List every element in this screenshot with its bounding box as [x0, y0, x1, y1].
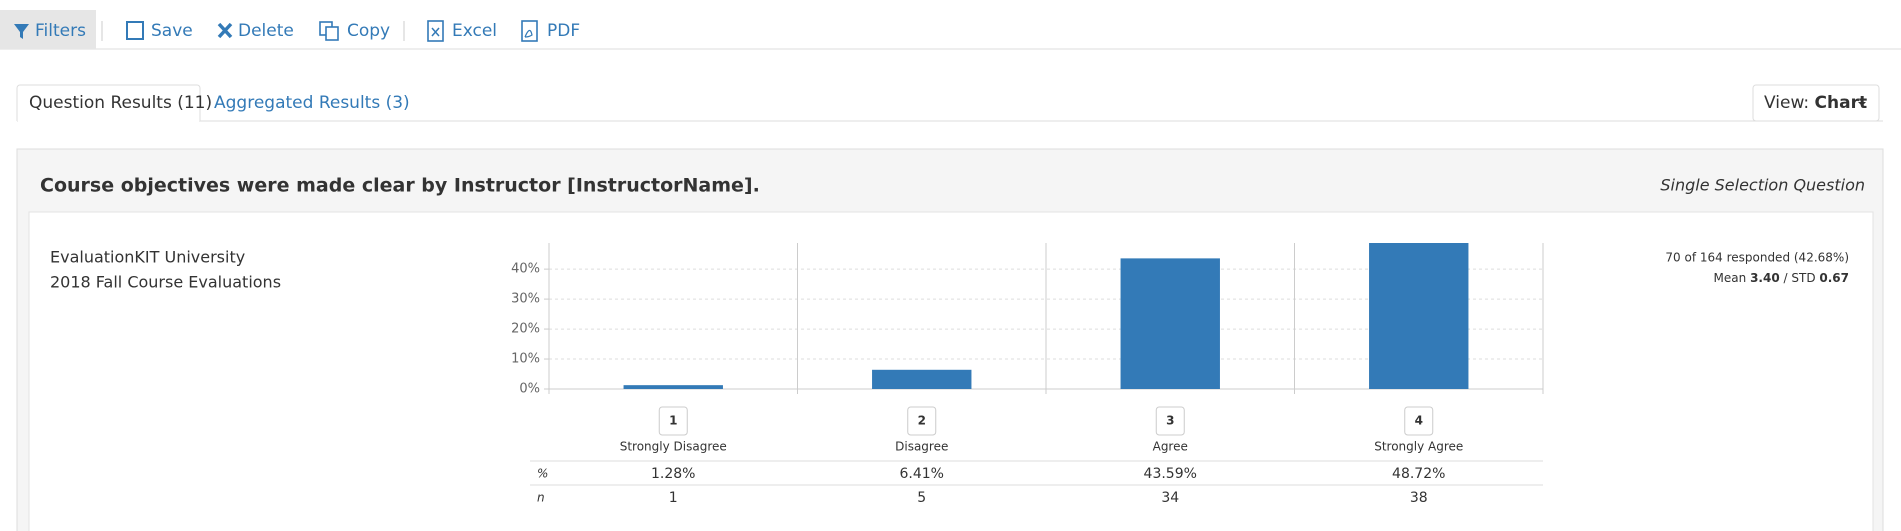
tab-label[interactable]: Question Results (11): [29, 93, 212, 113]
count-cell: 38: [1410, 490, 1428, 506]
pdf-icon: [521, 20, 538, 42]
bar: [1369, 243, 1469, 389]
percent-cell: 6.41%: [900, 466, 944, 482]
org-line: 2018 Fall Course Evaluations: [50, 273, 281, 292]
y-tick-label: 0%: [519, 382, 540, 397]
category-code: 3: [1166, 414, 1174, 428]
std: 0.67: [1819, 271, 1849, 285]
percent-cell: 43.59%: [1144, 466, 1197, 482]
y-tick-label: 20%: [511, 322, 540, 337]
x-tick-label: Disagree: [895, 440, 948, 454]
excel-button[interactable]: Excel: [452, 21, 497, 41]
category-code-box: [907, 406, 937, 436]
y-tick-label: 40%: [511, 262, 540, 277]
category-code-box: [1155, 406, 1185, 436]
category-code-box: [1404, 406, 1434, 436]
row-label: %: [537, 467, 548, 481]
std-label: / STD: [1784, 271, 1816, 285]
row-label: n: [537, 491, 545, 505]
filters-button[interactable]: [0, 10, 96, 49]
view-value: Chart: [1815, 93, 1868, 113]
excel-icon: [431, 27, 440, 37]
x-tick-label: Agree: [1153, 440, 1188, 454]
caret: [1858, 102, 1866, 106]
question-title: Course objectives were made clear by Ins…: [40, 175, 760, 197]
chart: 0% 10% 20% 30% 40%% n 1 Strongly Disagree 1.28% 1…: [511, 243, 1544, 506]
category-code: 2: [918, 414, 926, 428]
question-type: Single Selection Question: [1660, 176, 1865, 195]
category-code-box: [658, 406, 688, 436]
view-label[interactable]: View: Chart: [1764, 93, 1867, 113]
pdf-icon: [524, 29, 533, 38]
save-icon: [126, 21, 144, 40]
count-cell: 34: [1161, 490, 1179, 506]
response-count: 70 of 164 responded (42.68%): [1665, 251, 1849, 265]
delete-button[interactable]: Delete: [238, 21, 294, 41]
x-tick-label: Strongly Disagree: [620, 440, 727, 454]
pdf-button[interactable]: PDF: [547, 21, 580, 41]
toolbar: [0, 0, 1901, 49]
count-cell: 5: [917, 490, 926, 506]
delete-icon: [217, 22, 233, 39]
mean-std: Mean 3.40 / STD 0.67: [1714, 271, 1849, 285]
copy-icon: [325, 26, 339, 41]
category-code: 1: [669, 414, 677, 428]
bar: [623, 385, 723, 389]
save-button[interactable]: Save: [151, 21, 193, 41]
bar: [1120, 258, 1220, 389]
excel-icon: [427, 20, 444, 42]
mean-label: Mean: [1714, 271, 1747, 285]
view-button[interactable]: [1752, 84, 1880, 122]
percent-cell: 48.72%: [1392, 466, 1445, 482]
tab-label[interactable]: Aggregated Results (3): [214, 93, 410, 113]
view-label: View:: [1764, 93, 1809, 113]
copy-button[interactable]: Copy: [347, 21, 390, 41]
filter-icon: [14, 24, 29, 39]
count-cell: 1: [669, 490, 678, 506]
y-tick-label: 30%: [511, 292, 540, 307]
percent-cell: 1.28%: [651, 466, 695, 482]
mean: 3.40: [1750, 271, 1780, 285]
bar: [872, 369, 972, 389]
org-line: EvaluationKIT University: [50, 248, 245, 267]
active-tab[interactable]: [16, 84, 201, 121]
x-tick-label: Strongly Agree: [1374, 440, 1463, 454]
y-tick-label: 10%: [511, 352, 540, 367]
category-code: 4: [1415, 414, 1423, 428]
filters-label[interactable]: Filters: [35, 21, 86, 41]
